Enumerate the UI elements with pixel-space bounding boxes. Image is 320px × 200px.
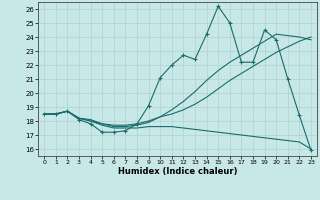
X-axis label: Humidex (Indice chaleur): Humidex (Indice chaleur): [118, 167, 237, 176]
